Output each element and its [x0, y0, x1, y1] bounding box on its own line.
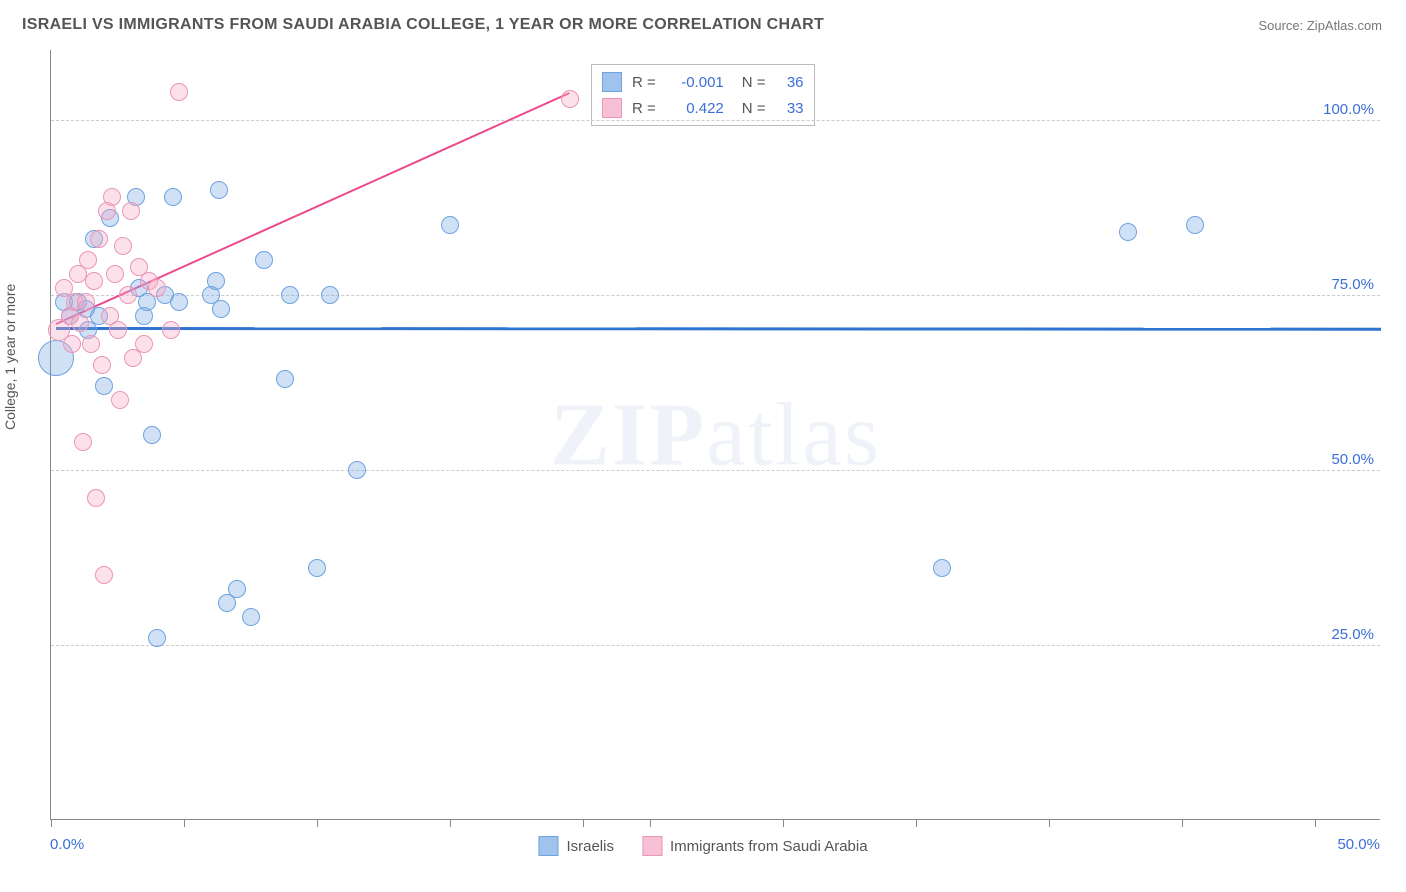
data-point: [63, 335, 81, 353]
data-point: [308, 559, 326, 577]
r-value-2: 0.422: [664, 100, 724, 117]
correlation-box: R = -0.001 N = 36 R = 0.422 N = 33: [591, 64, 815, 126]
corr-row-2: R = 0.422 N = 33: [602, 95, 804, 121]
data-point: [212, 300, 230, 318]
bottom-legend: Israelis Immigrants from Saudi Arabia: [538, 836, 867, 856]
gridline: 50.0%: [51, 470, 1380, 471]
swatch-pink-icon: [642, 836, 662, 856]
x-tick: [583, 819, 584, 827]
data-point: [561, 90, 579, 108]
data-point: [207, 272, 225, 290]
gridline: 100.0%: [51, 120, 1380, 121]
gridline-label: 25.0%: [1331, 626, 1374, 643]
x-axis-max-label: 50.0%: [1337, 836, 1380, 853]
data-point: [106, 265, 124, 283]
data-point: [82, 335, 100, 353]
r-label: R =: [632, 74, 656, 91]
n-value-2: 33: [774, 100, 804, 117]
swatch-blue-icon: [538, 836, 558, 856]
data-point: [93, 356, 111, 374]
x-tick: [783, 819, 784, 827]
data-point: [95, 566, 113, 584]
data-point: [1119, 223, 1137, 241]
data-point: [242, 608, 260, 626]
data-point: [74, 433, 92, 451]
data-point: [441, 216, 459, 234]
data-point: [148, 629, 166, 647]
legend-label-2: Immigrants from Saudi Arabia: [670, 838, 868, 855]
data-point: [122, 202, 140, 220]
x-tick: [916, 819, 917, 827]
x-tick: [1315, 819, 1316, 827]
n-label: N =: [742, 74, 766, 91]
x-tick: [1182, 819, 1183, 827]
data-point: [79, 251, 97, 269]
data-point: [87, 489, 105, 507]
x-tick: [184, 819, 185, 827]
gridline-label: 50.0%: [1331, 451, 1374, 468]
data-point: [85, 272, 103, 290]
x-tick: [51, 819, 52, 827]
plot-area: ZIPatlas R = -0.001 N = 36 R = 0.422 N =…: [50, 50, 1380, 820]
x-tick: [650, 819, 651, 827]
data-point: [103, 188, 121, 206]
x-axis-min-label: 0.0%: [50, 836, 84, 853]
data-point: [321, 286, 339, 304]
data-point: [148, 279, 166, 297]
r-label: R =: [632, 100, 656, 117]
data-point: [164, 188, 182, 206]
data-point: [143, 426, 161, 444]
data-point: [77, 293, 95, 311]
y-axis-label: College, 1 year or more: [2, 284, 18, 430]
legend-label-1: Israelis: [566, 838, 614, 855]
gridline-label: 100.0%: [1323, 101, 1374, 118]
gridline: 25.0%: [51, 645, 1380, 646]
data-point: [933, 559, 951, 577]
gridline-label: 75.0%: [1331, 276, 1374, 293]
data-point: [135, 335, 153, 353]
x-tick: [1049, 819, 1050, 827]
source-label: Source: ZipAtlas.com: [1258, 18, 1382, 33]
trend-line: [56, 327, 1381, 331]
data-point: [170, 293, 188, 311]
corr-row-1: R = -0.001 N = 36: [602, 69, 804, 95]
data-point: [348, 461, 366, 479]
legend-item-1: Israelis: [538, 836, 614, 856]
data-point: [119, 286, 137, 304]
x-tick: [317, 819, 318, 827]
gridline: 75.0%: [51, 295, 1380, 296]
data-point: [1186, 216, 1204, 234]
data-point: [281, 286, 299, 304]
swatch-blue-icon: [602, 72, 622, 92]
data-point: [228, 580, 246, 598]
data-point: [109, 321, 127, 339]
legend-item-2: Immigrants from Saudi Arabia: [642, 836, 868, 856]
n-label: N =: [742, 100, 766, 117]
data-point: [210, 181, 228, 199]
data-point: [71, 314, 89, 332]
data-point: [162, 321, 180, 339]
r-value-1: -0.001: [664, 74, 724, 91]
data-point: [114, 237, 132, 255]
n-value-1: 36: [774, 74, 804, 91]
data-point: [276, 370, 294, 388]
data-point: [111, 391, 129, 409]
data-point: [255, 251, 273, 269]
swatch-pink-icon: [602, 98, 622, 118]
data-point: [90, 230, 108, 248]
data-point: [95, 377, 113, 395]
chart-title: ISRAELI VS IMMIGRANTS FROM SAUDI ARABIA …: [22, 16, 824, 34]
data-point: [170, 83, 188, 101]
x-tick: [450, 819, 451, 827]
